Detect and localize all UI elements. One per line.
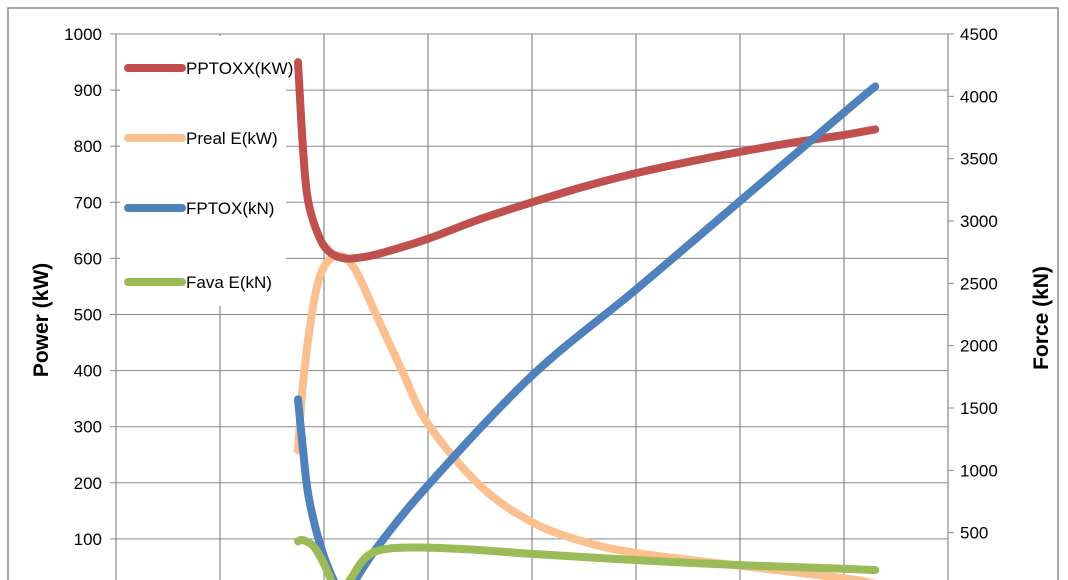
right-tick-label: 2000	[960, 337, 998, 356]
left-tick-label: 700	[74, 193, 102, 212]
left-tick-label: 300	[74, 418, 102, 437]
left-tick-label: 1000	[64, 25, 102, 44]
grid-lines	[115, 33, 949, 580]
left-tick-label: 500	[74, 306, 102, 325]
right-tick-label: 3000	[960, 212, 998, 231]
right-tick-label: 500	[960, 524, 988, 543]
right-tick-label: 4500	[960, 25, 998, 44]
right-tick-label: 4000	[960, 87, 998, 106]
fava-e-series-line	[294, 535, 880, 580]
right-tick-label: 3500	[960, 150, 998, 169]
left-tick-label: 800	[74, 137, 102, 156]
left-tick-label: 200	[74, 474, 102, 493]
left-axis-ticks: 01002003004005006007008009001000	[64, 25, 116, 549]
left-axis-title: Power (kW)	[30, 263, 53, 377]
legend-label: Preal E(kW)	[186, 129, 278, 148]
legend: PPTOXX(KW) Preal E(kW) FPTOX(kN) Fava E(kN)	[120, 36, 293, 306]
right-axis-title: Force (kN)	[1030, 266, 1053, 370]
legend-background	[120, 36, 286, 306]
legend-label: FPTOX(kN)	[186, 199, 274, 218]
right-tick-label: 1000	[960, 461, 998, 480]
series-lines	[294, 58, 880, 580]
left-tick-label: 900	[74, 81, 102, 100]
fptox-series-line	[294, 82, 880, 580]
left-tick-label: 100	[74, 530, 102, 549]
right-tick-label: 2500	[960, 274, 998, 293]
left-tick-label: 400	[74, 362, 102, 381]
right-tick-label: 1500	[960, 399, 998, 418]
legend-label: PPTOXX(KW)	[186, 59, 293, 78]
pptoxx-series-line	[294, 58, 880, 263]
chart-frame	[7, 7, 1059, 580]
left-tick-label: 600	[74, 249, 102, 268]
legend-label: Fava E(kN)	[186, 273, 272, 292]
